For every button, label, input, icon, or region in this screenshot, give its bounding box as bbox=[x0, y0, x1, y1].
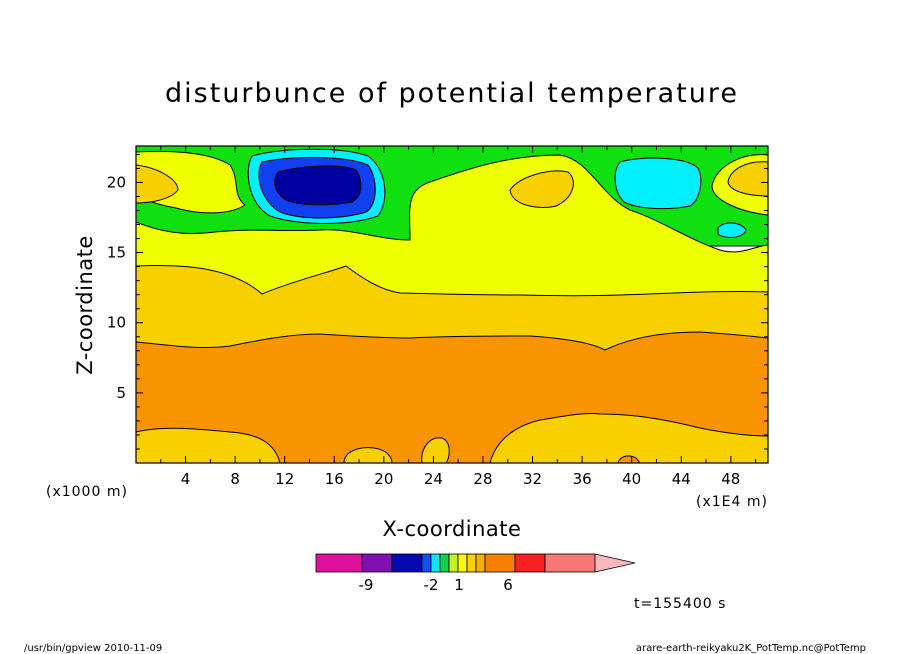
footer-left: /usr/bin/gpview 2010-11-09 bbox=[24, 643, 162, 654]
colorbar-arrow bbox=[594, 553, 636, 573]
x-tick-label: 48 bbox=[721, 470, 740, 488]
footer-right: arare-earth-reikyaku2K_PotTemp.nc@PotTem… bbox=[636, 643, 866, 654]
plot-frame bbox=[135, 145, 769, 464]
colorbar-swatch bbox=[439, 553, 450, 573]
colorbar-tick-label: -2 bbox=[424, 576, 439, 594]
region-navy-vortex bbox=[274, 165, 362, 206]
colorbar-swatch bbox=[448, 553, 459, 573]
colorbar bbox=[315, 553, 636, 573]
colorbar-swatch bbox=[421, 553, 432, 573]
contour-field bbox=[136, 146, 768, 463]
region-darkorange-dip bbox=[617, 455, 641, 463]
colorbar-swatch bbox=[430, 553, 441, 573]
x-tick-label: 36 bbox=[573, 470, 592, 488]
y-axis-label: Z-coordinate bbox=[73, 235, 97, 375]
colorbar-swatch bbox=[315, 553, 363, 573]
region-orange-bottom bbox=[136, 427, 281, 463]
x-tick-label: 16 bbox=[325, 470, 344, 488]
x-tick-label: 28 bbox=[473, 470, 492, 488]
x-tick-label: 32 bbox=[523, 470, 542, 488]
chart-title: disturbunce of potential temperature bbox=[165, 78, 739, 109]
colorbar-tick-label: 6 bbox=[503, 576, 513, 594]
x-tick-label: 44 bbox=[672, 470, 691, 488]
region-orange-bump-b bbox=[421, 437, 450, 463]
region-orange-top-mid bbox=[509, 170, 574, 208]
colorbar-swatch bbox=[466, 553, 477, 573]
x-unit-left: (x1000 m) bbox=[46, 484, 128, 500]
region-orange-topleft bbox=[136, 164, 179, 204]
x-tick-label: 12 bbox=[275, 470, 294, 488]
region-cyan-right bbox=[614, 157, 702, 210]
y-tick-label: 10 bbox=[107, 314, 126, 332]
x-axis: 4 8 12 16 20 24 28 32 36 40 44 48 bbox=[160, 146, 757, 488]
y-tick-label: 15 bbox=[107, 244, 126, 262]
x-tick-label: 40 bbox=[622, 470, 641, 488]
region-orange-bottom-right bbox=[489, 413, 768, 463]
x-unit-right: (x1E4 m) bbox=[696, 494, 768, 510]
colorbar-tick-label: 1 bbox=[454, 576, 464, 594]
colorbar-swatch bbox=[475, 553, 486, 573]
x-axis-label: X-coordinate bbox=[383, 517, 522, 541]
colorbar-swatch bbox=[484, 553, 516, 573]
x-tick-label: 24 bbox=[424, 470, 443, 488]
region-cyan-small bbox=[717, 222, 747, 238]
colorbar-swatch bbox=[457, 553, 468, 573]
y-tick-label: 5 bbox=[116, 384, 126, 402]
region-orange-bump-a bbox=[343, 447, 393, 463]
colorbar-tick-labels: -9 -2 1 6 bbox=[359, 576, 513, 594]
colorbar-swatch bbox=[544, 553, 596, 573]
colorbar-swatch bbox=[391, 553, 423, 573]
x-tick-label: 20 bbox=[374, 470, 393, 488]
colorbar-tick-label: -9 bbox=[359, 576, 374, 594]
x-tick-label: 8 bbox=[230, 470, 240, 488]
region-orange-topright bbox=[727, 161, 768, 197]
y-tick-label: 20 bbox=[107, 173, 126, 191]
time-label: t=155400 s bbox=[634, 596, 726, 612]
y-axis: 5 10 15 20 bbox=[107, 153, 768, 450]
colorbar-swatch bbox=[361, 553, 393, 573]
colorbar-swatch bbox=[514, 553, 546, 573]
x-tick-label: 4 bbox=[181, 470, 191, 488]
